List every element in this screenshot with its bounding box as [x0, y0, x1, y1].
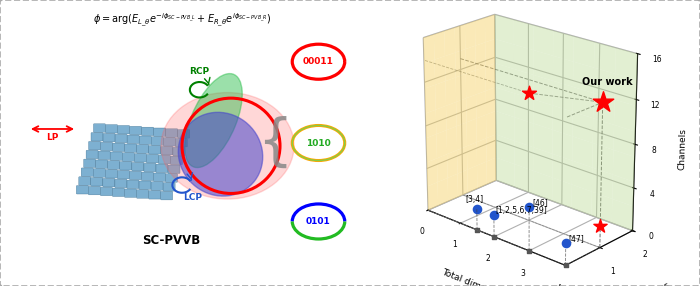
FancyBboxPatch shape	[110, 152, 122, 160]
FancyBboxPatch shape	[93, 169, 105, 177]
X-axis label: Total dimensions: Total dimensions	[441, 267, 514, 286]
FancyBboxPatch shape	[144, 163, 156, 172]
FancyBboxPatch shape	[120, 162, 132, 170]
FancyBboxPatch shape	[98, 151, 110, 160]
FancyBboxPatch shape	[161, 192, 173, 200]
FancyBboxPatch shape	[127, 135, 139, 144]
FancyBboxPatch shape	[153, 173, 165, 181]
Text: $\phi = \arg(E_{L\_\theta}e^{-i\phi_{SC-PVB\_L}} + E_{R\_\theta}e^{i\phi_{SC-PVB: $\phi = \arg(E_{L\_\theta}e^{-i\phi_{SC-…	[93, 11, 271, 28]
FancyBboxPatch shape	[122, 153, 134, 161]
FancyBboxPatch shape	[83, 159, 96, 168]
FancyBboxPatch shape	[125, 189, 136, 197]
FancyBboxPatch shape	[163, 183, 175, 191]
Text: LCP: LCP	[183, 193, 202, 202]
FancyBboxPatch shape	[103, 178, 115, 187]
FancyBboxPatch shape	[148, 191, 160, 199]
FancyBboxPatch shape	[78, 177, 91, 185]
FancyBboxPatch shape	[115, 179, 127, 188]
FancyBboxPatch shape	[118, 126, 130, 134]
Text: 00011: 00011	[303, 57, 334, 66]
FancyBboxPatch shape	[86, 150, 98, 159]
FancyBboxPatch shape	[146, 154, 158, 163]
FancyBboxPatch shape	[134, 154, 146, 162]
FancyBboxPatch shape	[81, 168, 93, 176]
FancyBboxPatch shape	[96, 160, 108, 168]
FancyBboxPatch shape	[166, 174, 178, 182]
FancyBboxPatch shape	[125, 144, 136, 152]
FancyBboxPatch shape	[88, 142, 101, 150]
Text: RCP: RCP	[190, 67, 209, 76]
Text: 1010: 1010	[306, 138, 331, 148]
FancyBboxPatch shape	[132, 162, 144, 171]
FancyBboxPatch shape	[168, 165, 180, 173]
Ellipse shape	[185, 74, 242, 168]
FancyBboxPatch shape	[100, 187, 113, 196]
FancyBboxPatch shape	[156, 164, 168, 172]
FancyBboxPatch shape	[136, 145, 148, 153]
FancyBboxPatch shape	[127, 180, 139, 188]
FancyBboxPatch shape	[76, 186, 88, 194]
FancyBboxPatch shape	[91, 133, 103, 141]
FancyBboxPatch shape	[158, 155, 170, 164]
FancyBboxPatch shape	[91, 178, 103, 186]
FancyBboxPatch shape	[151, 137, 163, 145]
FancyBboxPatch shape	[161, 146, 173, 155]
FancyBboxPatch shape	[106, 125, 118, 133]
FancyBboxPatch shape	[101, 142, 113, 151]
FancyBboxPatch shape	[163, 138, 175, 146]
FancyBboxPatch shape	[105, 170, 118, 178]
FancyBboxPatch shape	[171, 156, 183, 164]
Ellipse shape	[161, 93, 294, 199]
FancyBboxPatch shape	[113, 143, 125, 152]
FancyBboxPatch shape	[141, 127, 154, 136]
FancyBboxPatch shape	[154, 128, 166, 136]
FancyBboxPatch shape	[178, 130, 190, 138]
FancyBboxPatch shape	[113, 188, 125, 196]
FancyBboxPatch shape	[130, 126, 141, 135]
Text: SC-PVVB: SC-PVVB	[142, 234, 201, 247]
FancyBboxPatch shape	[118, 170, 130, 179]
FancyBboxPatch shape	[176, 138, 188, 147]
FancyBboxPatch shape	[94, 124, 106, 132]
Text: 0101: 0101	[306, 217, 331, 226]
Y-axis label: Local dimensions: Local dimensions	[598, 281, 671, 286]
FancyBboxPatch shape	[136, 190, 148, 198]
Text: LP: LP	[46, 133, 59, 142]
FancyBboxPatch shape	[103, 134, 115, 142]
FancyBboxPatch shape	[130, 171, 141, 180]
Ellipse shape	[178, 112, 262, 196]
Text: {: {	[257, 116, 293, 170]
FancyBboxPatch shape	[139, 181, 151, 189]
FancyBboxPatch shape	[166, 129, 178, 137]
FancyBboxPatch shape	[108, 161, 120, 169]
FancyBboxPatch shape	[115, 134, 127, 143]
FancyBboxPatch shape	[173, 147, 185, 156]
FancyBboxPatch shape	[139, 136, 151, 144]
FancyBboxPatch shape	[141, 172, 153, 180]
FancyBboxPatch shape	[149, 146, 161, 154]
FancyBboxPatch shape	[88, 186, 100, 195]
FancyBboxPatch shape	[151, 182, 163, 190]
